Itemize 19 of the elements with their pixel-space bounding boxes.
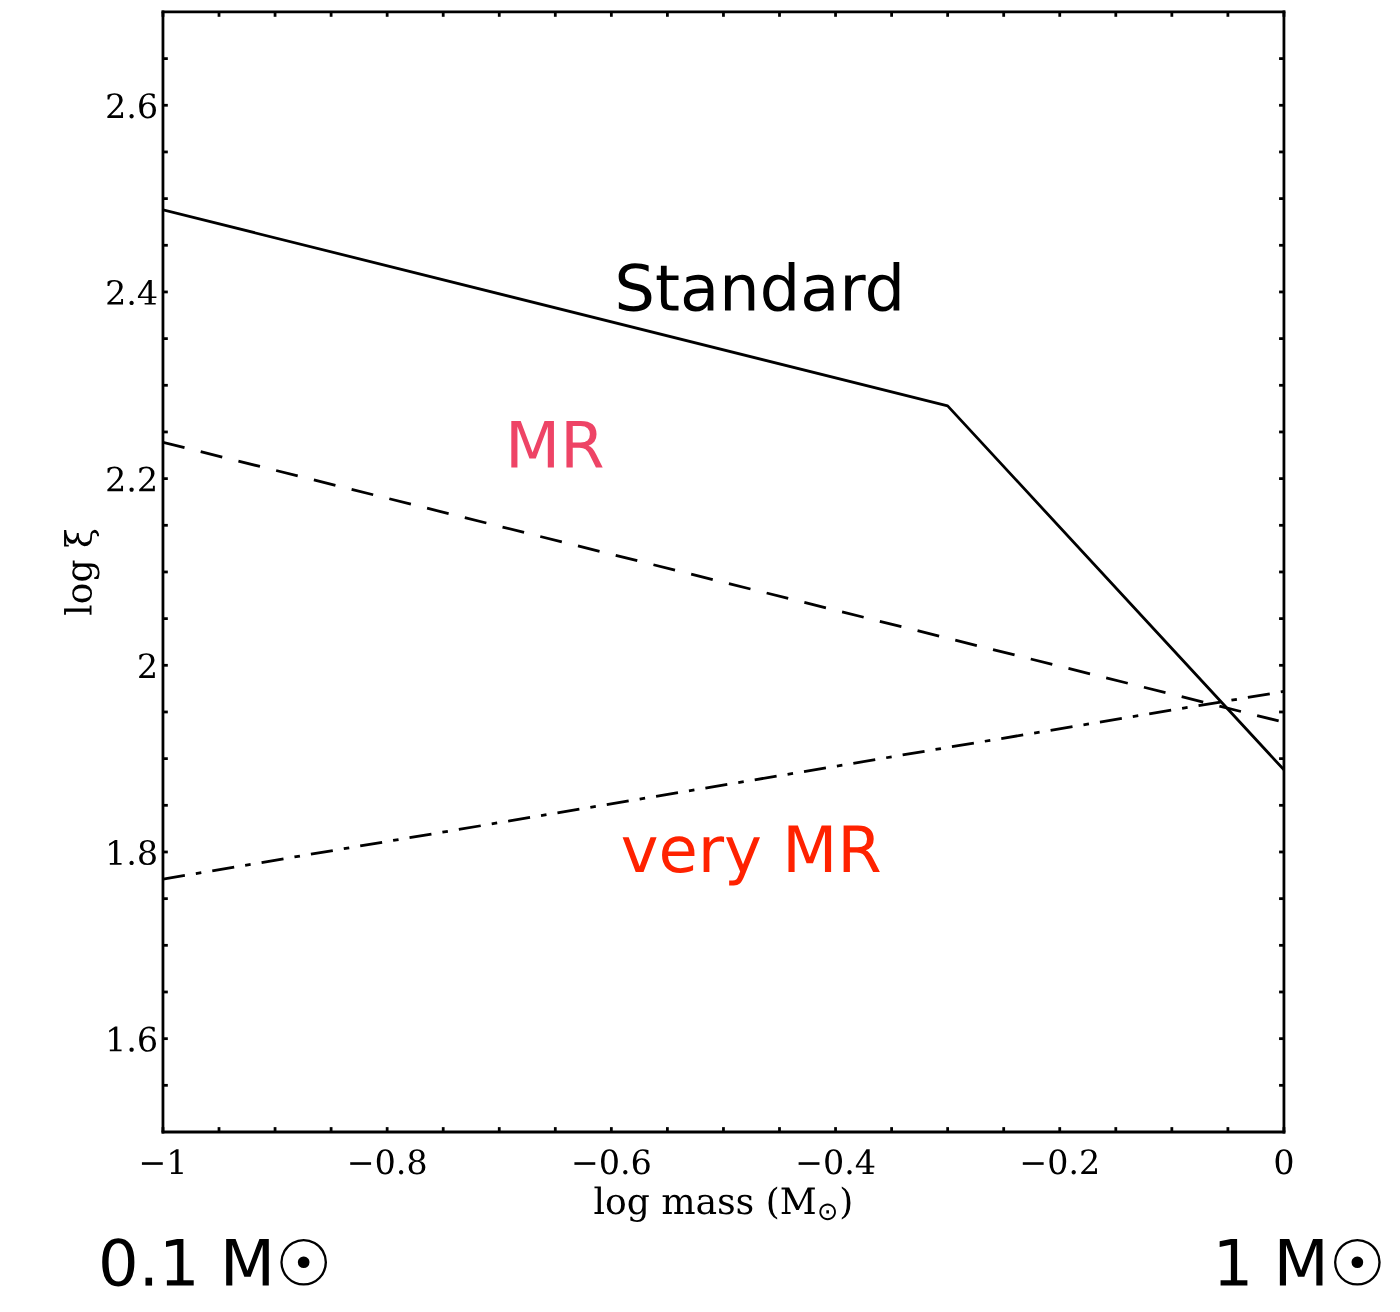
x-tick-label: −0.6 bbox=[574, 1149, 650, 1175]
x-tick-label: −0.4 bbox=[798, 1149, 875, 1175]
y-tick-label: 1.6 bbox=[109, 1026, 156, 1052]
text: 0.1 M☉ bbox=[102, 1238, 328, 1287]
y-axis-title: log ξ bbox=[64, 529, 100, 615]
y-tick-label: 1.8 bbox=[109, 839, 156, 866]
x-tick-label: −1 bbox=[141, 1149, 183, 1174]
y-tick-label: 2.6 bbox=[107, 93, 156, 119]
series-label: MR bbox=[511, 420, 603, 468]
x-tick-label: 0 bbox=[1275, 1149, 1293, 1175]
x-axis-title: log mass (M$_{⊙}$) bbox=[594, 1186, 851, 1222]
series-label: very MR bbox=[622, 825, 880, 886]
y-tick-label: 2.4 bbox=[107, 279, 157, 306]
series-label: Standard bbox=[618, 262, 900, 312]
text: 1 M☉ bbox=[1219, 1238, 1381, 1286]
y-tick-label: 2.2 bbox=[107, 466, 155, 492]
x-tick-label: −0.2 bbox=[1022, 1149, 1097, 1175]
y-tick-label: 2 bbox=[139, 653, 155, 678]
x-tick-label: −0.8 bbox=[350, 1149, 426, 1175]
